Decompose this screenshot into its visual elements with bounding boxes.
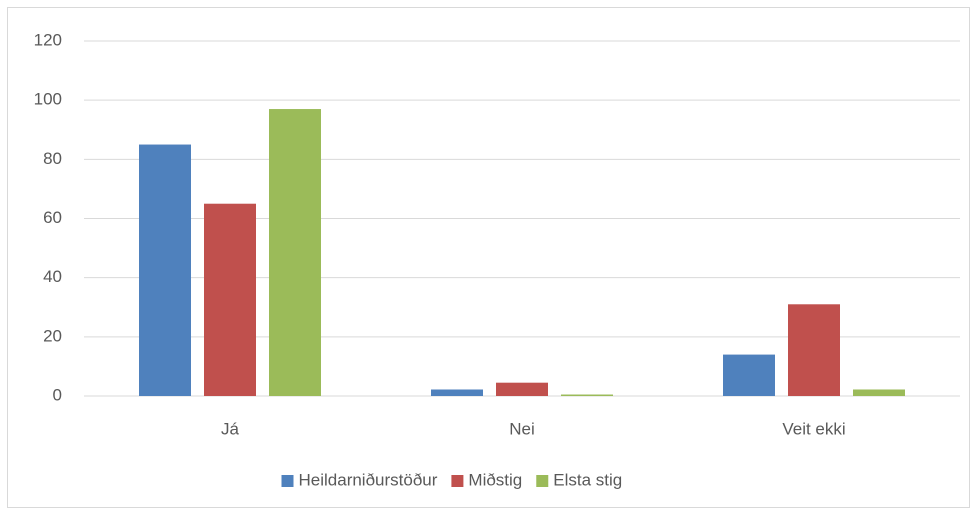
- legend-label: Elsta stig: [553, 470, 622, 489]
- x-tick-label: Veit ekki: [782, 419, 845, 438]
- bar: [496, 382, 548, 396]
- bar: [139, 144, 191, 396]
- bar: [431, 389, 483, 396]
- bar: [723, 354, 775, 396]
- legend-swatch: [451, 475, 464, 487]
- legend-swatch: [536, 475, 549, 487]
- y-tick-label: 0: [53, 385, 62, 404]
- legend-label: Miðstig: [468, 470, 522, 489]
- y-tick-label: 100: [34, 90, 62, 109]
- bar: [204, 203, 256, 396]
- y-tick-label: 20: [43, 326, 62, 345]
- x-tick-label: Nei: [509, 419, 535, 438]
- bar: [561, 394, 613, 396]
- bar: [853, 389, 905, 396]
- y-tick-label: 60: [43, 208, 62, 227]
- x-tick-label: Já: [221, 419, 240, 438]
- y-tick-label: 40: [43, 267, 62, 286]
- y-tick-label: 80: [43, 149, 62, 168]
- bar: [269, 109, 321, 397]
- y-tick-label: 120: [34, 30, 62, 49]
- legend-swatch: [281, 475, 294, 487]
- legend-label: Heildarniðurstöður: [299, 470, 438, 489]
- bar: [788, 304, 840, 396]
